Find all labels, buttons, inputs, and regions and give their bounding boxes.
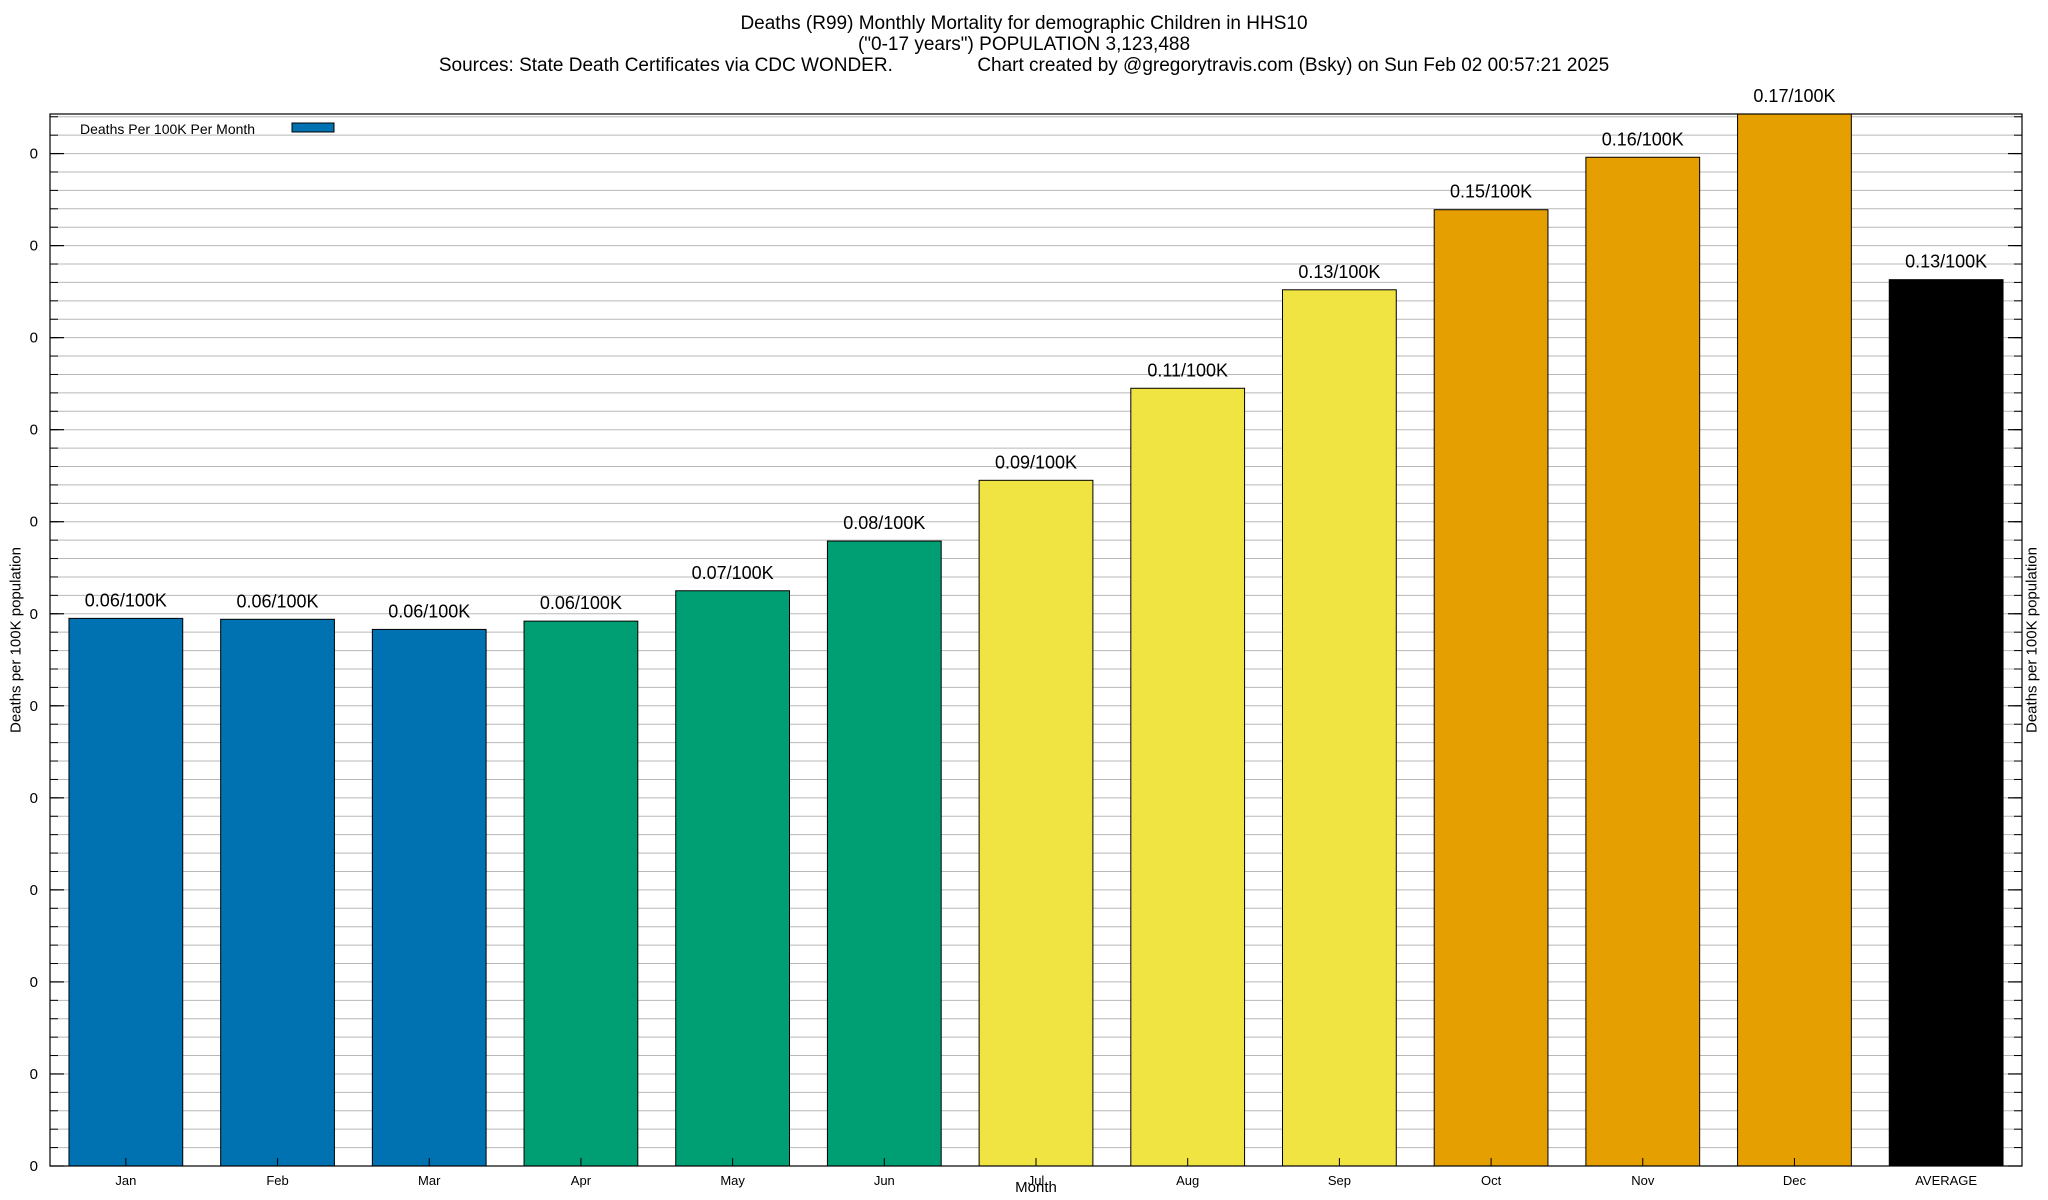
bar-sep — [1282, 289, 1397, 1167]
x-tick-label: Jul — [1028, 1173, 1045, 1188]
y-tick-label: 0 — [30, 790, 38, 807]
x-tick-label: Nov — [1631, 1173, 1655, 1188]
data-label: 0.16/100K — [1602, 129, 1684, 149]
data-labels: 0.06/100K 0.06/100K 0.06/100K 0.06/100K 0.07… — [85, 86, 1987, 621]
x-tick-label: Jan — [115, 1173, 136, 1188]
x-tick-label: Oct — [1481, 1173, 1502, 1188]
y-tick-label: 0 — [30, 698, 38, 715]
chart-source-line: Sources: State Death Certificates via CD… — [438, 55, 1610, 76]
legend-swatch — [291, 122, 335, 133]
x-tick-label: Jun — [874, 1173, 895, 1188]
bar-average — [1888, 279, 2004, 1167]
chart-subtitle: ("0-17 years") POPULATION 3,123,488 — [857, 34, 1191, 55]
x-tick-label: Aug — [1176, 1173, 1199, 1188]
bar-jun — [826, 540, 942, 1167]
data-label: 0.06/100K — [540, 593, 622, 613]
legend: Deaths Per 100K Per Month — [80, 121, 335, 137]
y-tick-label: 0 — [30, 882, 38, 899]
data-label: 0.08/100K — [843, 513, 925, 533]
y-tick-label: 0 — [30, 146, 38, 163]
data-label: 0.13/100K — [1905, 252, 1987, 272]
y-tick-label: 0 — [30, 1066, 38, 1083]
y-tick-label: 0 — [30, 238, 38, 255]
x-tick-label: Feb — [266, 1173, 288, 1188]
data-label: 0.13/100K — [1298, 262, 1380, 282]
y-tick-label: 0 — [30, 330, 38, 347]
chart-title: Deaths (R99) Monthly Mortality for demog… — [740, 13, 1308, 34]
y-axis-label-left: Deaths per 100K population — [7, 547, 25, 733]
y-tick-label: 0 — [30, 606, 38, 623]
bar-jul — [978, 479, 1094, 1167]
y-axis-label-right: Deaths per 100K population — [2023, 547, 2041, 733]
bar-nov — [1585, 156, 1701, 1167]
y-tick-label: 0 — [30, 1158, 38, 1175]
x-axis-ticks: Jan Feb Mar Apr May Jun Jul Aug Sep Oct Nov Dec AVER… — [115, 1158, 1977, 1188]
x-tick-label: Mar — [418, 1173, 441, 1188]
bar-may — [675, 590, 791, 1167]
bar-mar — [371, 628, 487, 1167]
bars — [68, 113, 2004, 1167]
x-tick-label: May — [720, 1173, 745, 1188]
y-tick-label: 0 — [30, 514, 38, 531]
bar-aug — [1130, 387, 1246, 1167]
x-tick-label: Apr — [571, 1173, 592, 1188]
bar-feb — [220, 618, 335, 1167]
data-label: 0.09/100K — [995, 452, 1077, 472]
x-tick-label: Sep — [1328, 1173, 1351, 1188]
bar-apr — [523, 620, 639, 1167]
y-tick-label: 0 — [30, 422, 38, 439]
bar-dec — [1737, 113, 1852, 1167]
data-label: 0.11/100K — [1147, 360, 1228, 380]
bar-oct — [1433, 209, 1549, 1167]
x-tick-label: Dec — [1783, 1173, 1807, 1188]
data-label: 0.06/100K — [85, 590, 167, 610]
x-tick-label: AVERAGE — [1915, 1173, 1977, 1188]
data-label: 0.06/100K — [236, 591, 318, 611]
x-axis-label: Month — [1015, 1179, 1057, 1196]
y-tick-label: 0 — [30, 974, 38, 991]
plot-frame — [49, 113, 2023, 1167]
data-label: 0.07/100K — [692, 563, 774, 583]
bar-jan — [68, 617, 184, 1167]
data-label: 0.17/100K — [1753, 86, 1835, 106]
data-label: 0.06/100K — [388, 601, 470, 621]
data-label: 0.15/100K — [1450, 182, 1532, 202]
legend-label: Deaths Per 100K Per Month — [80, 121, 255, 137]
